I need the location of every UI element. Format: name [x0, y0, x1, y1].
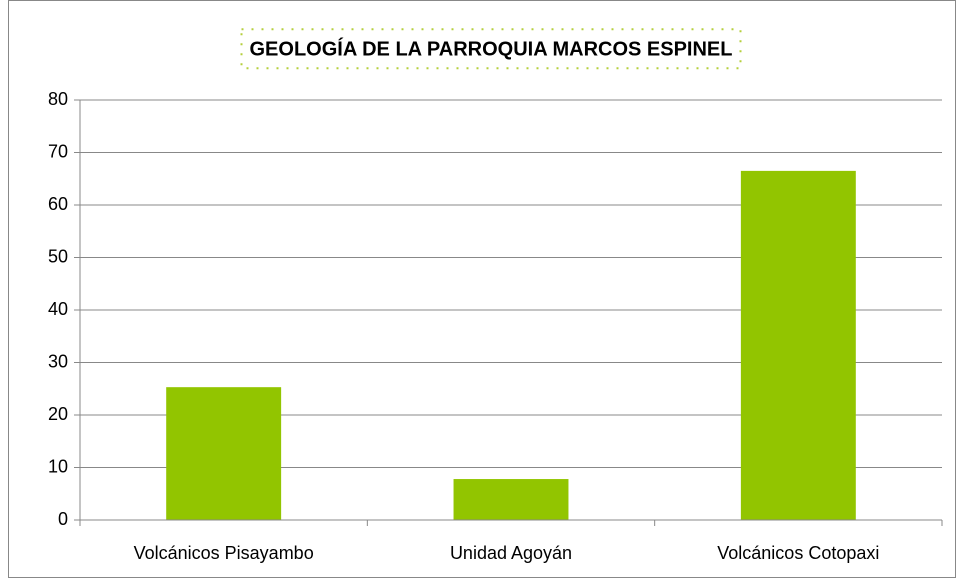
x-tick-label: Volcánicos Pisayambo	[134, 543, 314, 563]
y-tick-label: 60	[48, 194, 68, 214]
y-tick-label: 80	[48, 89, 68, 109]
chart-title: GEOLOGÍA DE LA PARROQUIA MARCOS ESPINEL	[250, 37, 733, 60]
bar	[740, 170, 856, 520]
y-tick-label: 70	[48, 141, 68, 161]
bar	[166, 387, 282, 520]
bar	[453, 479, 569, 520]
y-tick-label: 30	[48, 351, 68, 371]
y-tick-label: 40	[48, 299, 68, 319]
y-tick-label: 10	[48, 456, 68, 476]
x-tick-label: Volcánicos Cotopaxi	[717, 543, 879, 563]
y-tick-label: 20	[48, 404, 68, 424]
y-tick-label: 50	[48, 246, 68, 266]
x-tick-label: Unidad Agoyán	[450, 543, 572, 563]
y-tick-label: 0	[58, 509, 68, 529]
